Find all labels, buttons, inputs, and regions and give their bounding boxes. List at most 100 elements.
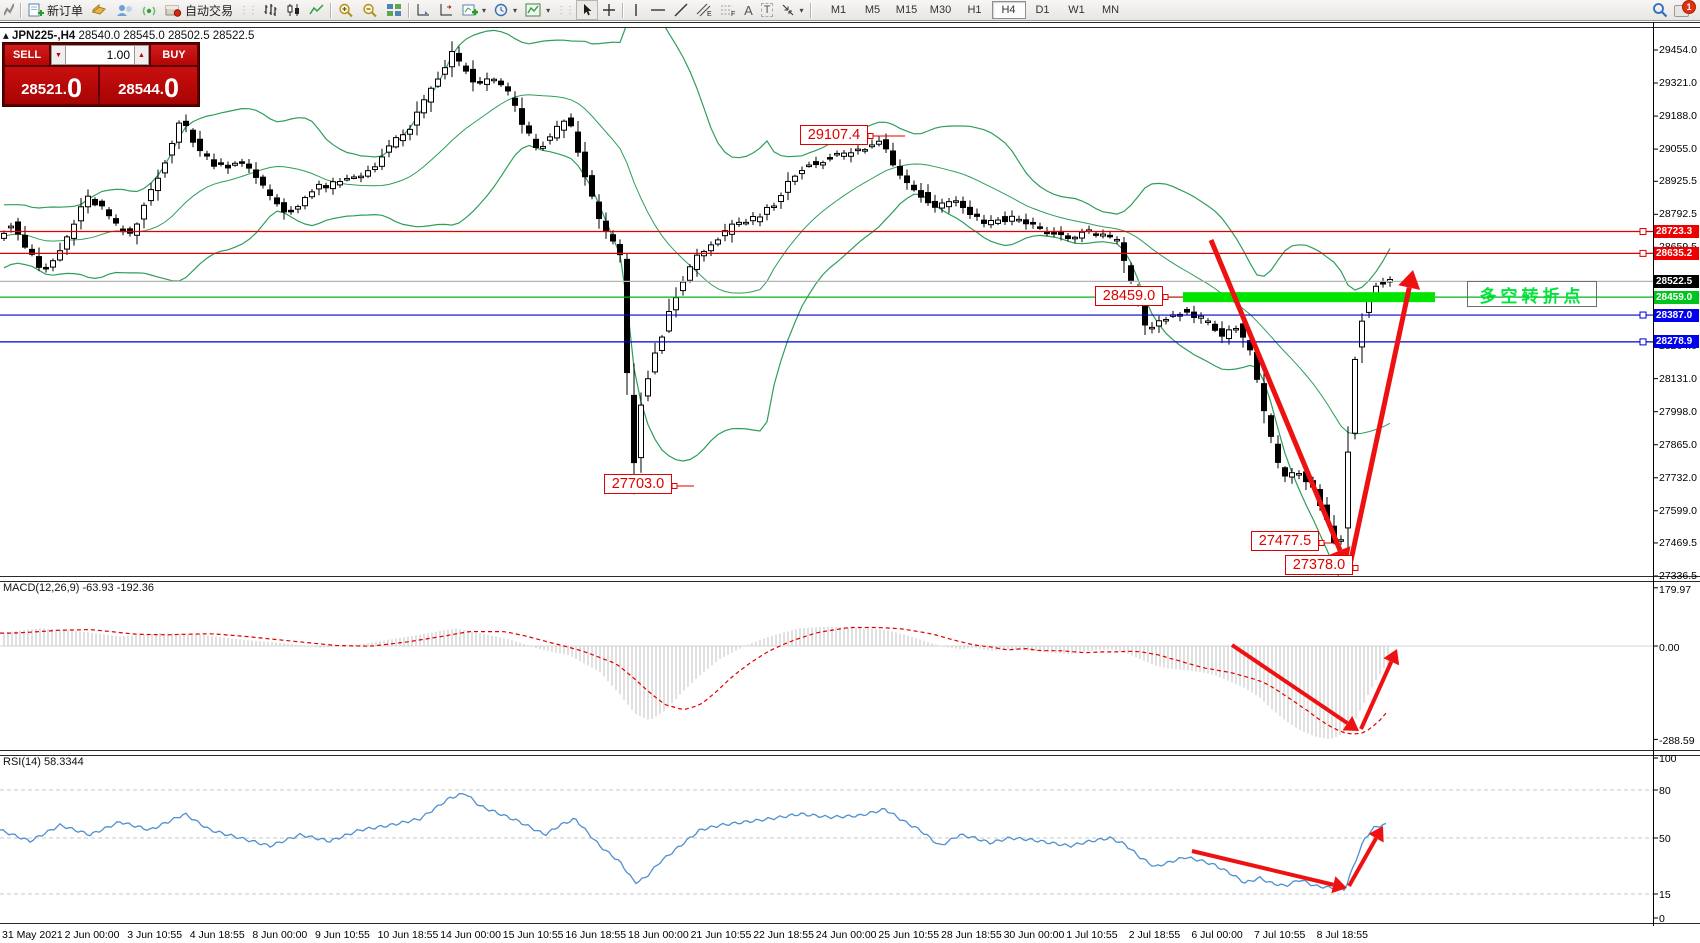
time-label: 21 Jun 10:55 <box>690 929 752 941</box>
price-line-badge: 28723.3 <box>1654 225 1699 238</box>
rsi-tick: 15 <box>1659 889 1671 901</box>
sell-price-pip: 0 <box>66 73 82 103</box>
time-label: 1 Jul 10:55 <box>1066 929 1118 941</box>
timeframe-m1[interactable]: M1 <box>830 4 847 16</box>
time-label: 9 Jun 10:55 <box>315 929 370 941</box>
autotrade-button[interactable]: 自动交易 <box>161 1 237 19</box>
time-label: 14 Jun 00:00 <box>440 929 501 941</box>
history-center-icon[interactable] <box>87 1 112 19</box>
price-line-badge: 28522.5 <box>1654 274 1699 288</box>
sell-button[interactable]: SELL <box>5 45 49 65</box>
rsi-label: RSI(14) 58.3344 <box>3 756 84 768</box>
new-order-button[interactable]: 新订单 <box>24 1 87 19</box>
macd-pane[interactable] <box>0 578 1700 750</box>
notifications-button[interactable]: 1 <box>1674 0 1696 18</box>
time-axis[interactable]: 31 May 2021 2 Jun 00:00 3 Jun 10:55 4 Jun 1… <box>0 926 1700 943</box>
chart-shift-icon[interactable] <box>435 1 458 19</box>
main-price-pane[interactable] <box>0 22 1700 578</box>
new-chart-dropdown[interactable]: ▾ <box>458 1 490 19</box>
time-label: 7 Jul 10:55 <box>1254 929 1306 941</box>
pane-separator[interactable] <box>0 750 1700 756</box>
time-label: 8 Jun 00:00 <box>252 929 308 941</box>
price-line-badge: 28387.0 <box>1654 308 1699 322</box>
price-line-badge: 28278.9 <box>1654 335 1699 349</box>
timeframe-h1[interactable]: H1 <box>967 4 982 16</box>
new-order-icon <box>28 3 44 16</box>
arrange-charts-icon[interactable] <box>412 1 435 19</box>
buy-price[interactable]: 28544. 0 <box>100 67 197 104</box>
timeframe-m30[interactable]: M30 <box>929 4 952 16</box>
horizontal-line-tool[interactable] <box>646 1 670 19</box>
community-icon[interactable] <box>112 1 137 19</box>
fibonacci-tool[interactable]: F <box>716 1 740 19</box>
volume-input[interactable]: 1.00 <box>66 45 134 65</box>
price-tick: 27732.0 <box>1659 471 1697 484</box>
price-tag[interactable]: 28459.0 <box>1095 286 1163 306</box>
price-tick: 29188.0 <box>1659 110 1697 123</box>
zoom-in-icon[interactable] <box>334 1 358 19</box>
price-tick: 27336.5 <box>1659 569 1697 582</box>
time-label: 18 Jun 00:00 <box>628 929 689 941</box>
search-icon[interactable] <box>1652 2 1668 18</box>
text-tool[interactable]: A <box>740 1 757 19</box>
tile-windows-icon[interactable] <box>382 1 406 19</box>
toolbar: 新订单 自动交易 ⋮⋮ <box>0 0 1700 21</box>
price-tick: 29321.0 <box>1659 77 1697 90</box>
rsi-pane[interactable] <box>0 752 1700 924</box>
timeframe-d1[interactable]: D1 <box>1035 4 1050 16</box>
time-label: 6 Jul 00:00 <box>1191 929 1243 941</box>
chevron-down-icon: ▾ <box>513 5 518 15</box>
price-tick: 27469.5 <box>1659 536 1697 549</box>
time-label: 4 Jun 18:55 <box>189 929 245 941</box>
svg-text:E: E <box>707 11 712 17</box>
timeframe-m5[interactable]: M5 <box>864 4 881 16</box>
chevron-down-icon: ▾ <box>799 5 804 15</box>
autotrade-icon <box>165 5 182 17</box>
buy-price-main: 28544. <box>118 81 164 98</box>
vertical-line-tool[interactable] <box>626 1 646 19</box>
price-tag[interactable]: 27378.0 <box>1285 555 1353 575</box>
time-label: 2 Jun 00:00 <box>64 929 120 941</box>
volume-up-button[interactable]: ▲ <box>134 45 149 65</box>
timeframe-group: M1 M5 M15 M30 H1 H4 D1 W1 MN <box>822 1 1128 19</box>
line-chart-icon[interactable] <box>305 1 328 19</box>
chart-area: 29454.0 29321.0 29188.0 29055.0 28925.5 28792… <box>0 20 1700 943</box>
sell-price[interactable]: 28521. 0 <box>5 67 99 104</box>
notification-badge: 1 <box>1682 0 1696 14</box>
timeframe-mn[interactable]: MN <box>1101 4 1120 16</box>
pane-separator[interactable] <box>0 576 1700 582</box>
chart-fragment-icon[interactable] <box>0 1 18 19</box>
volume-down-button[interactable]: ▼ <box>51 45 66 65</box>
chevron-down-icon: ▾ <box>482 5 487 15</box>
crosshair-tool[interactable] <box>598 1 620 19</box>
zoom-out-icon[interactable] <box>358 1 382 19</box>
candlestick-chart-icon[interactable] <box>282 1 305 19</box>
time-label: 22 Jun 18:55 <box>753 929 814 941</box>
price-tag[interactable]: 27477.5 <box>1251 531 1319 551</box>
period-dropdown[interactable]: ▾ <box>490 1 521 19</box>
label-tool-glyph: T <box>760 3 774 17</box>
price-tick: 28792.5 <box>1659 208 1697 221</box>
equidistant-channel-tool[interactable]: E <box>692 1 716 19</box>
arrows-tool-dropdown[interactable]: ▾ <box>777 1 807 19</box>
svg-text:F: F <box>731 11 735 17</box>
macd-tick: 179.97 <box>1659 583 1692 596</box>
price-tag[interactable]: 29107.4 <box>800 125 868 145</box>
window-marker: ▴ <box>3 30 9 42</box>
cursor-tool[interactable] <box>576 0 599 20</box>
timeframe-h4[interactable]: H4 <box>991 1 1026 19</box>
separator <box>622 2 625 18</box>
bar-chart-icon[interactable] <box>259 1 282 19</box>
separator <box>809 2 812 18</box>
trendline-tool[interactable] <box>670 1 692 19</box>
template-dropdown[interactable]: ▾ <box>521 1 554 19</box>
timeframe-w1[interactable]: W1 <box>1068 4 1085 16</box>
price-tag[interactable]: 27703.0 <box>604 474 672 494</box>
signal-icon[interactable] <box>137 1 161 19</box>
text-label-tool[interactable]: T <box>757 1 778 19</box>
buy-button[interactable]: BUY <box>151 45 197 65</box>
separator <box>20 2 22 18</box>
note-text[interactable]: 多空转折点 <box>1467 281 1597 307</box>
timeframe-m15[interactable]: M15 <box>895 4 918 16</box>
time-label: 3 Jun 10:55 <box>127 929 183 941</box>
